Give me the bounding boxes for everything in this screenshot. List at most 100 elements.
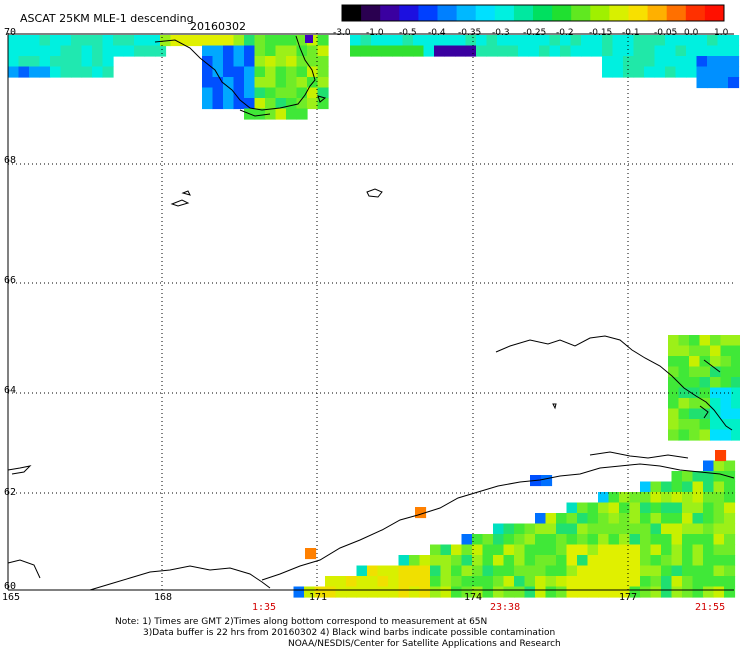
data-cell	[514, 586, 526, 598]
data-cell	[371, 35, 383, 47]
data-cell	[731, 366, 740, 378]
data-cell	[566, 513, 578, 525]
data-cell	[367, 586, 379, 598]
lat-label-66: 66	[4, 275, 17, 286]
data-cell	[703, 586, 715, 598]
coast-segment	[154, 35, 316, 111]
data-cell	[556, 586, 568, 598]
data-cell	[317, 35, 329, 47]
data-cell	[703, 544, 715, 556]
data-cell	[587, 523, 599, 535]
data-cell	[724, 523, 736, 535]
data-cell	[661, 513, 673, 525]
data-cell	[650, 492, 662, 504]
data-cell	[713, 481, 725, 493]
data-cell	[587, 586, 599, 598]
data-cell	[503, 555, 515, 567]
data-cell	[678, 366, 690, 378]
data-cell	[482, 544, 494, 556]
data-cell	[640, 576, 652, 588]
data-cell	[29, 45, 41, 57]
colorbar-label: -0.05	[654, 28, 678, 38]
data-cell	[423, 35, 435, 47]
data-cell	[692, 544, 704, 556]
data-cell	[556, 534, 568, 546]
data-cell	[629, 513, 641, 525]
data-cell	[455, 35, 467, 47]
data-cell	[71, 45, 83, 57]
data-cell	[233, 77, 245, 89]
data-cell	[566, 586, 578, 598]
data-cell	[623, 35, 635, 47]
lat-label-68: 68	[4, 155, 17, 166]
data-cell	[682, 502, 694, 514]
data-cell	[731, 408, 740, 420]
data-cell	[665, 35, 677, 47]
data-cell	[598, 586, 610, 598]
data-cell	[545, 555, 557, 567]
data-cell	[60, 35, 72, 47]
data-cell	[325, 586, 337, 598]
data-cell	[212, 98, 224, 110]
data-cell	[60, 45, 72, 57]
data-cell	[254, 87, 266, 99]
data-cell	[497, 45, 509, 57]
colorbar-label: -0.4	[428, 28, 446, 38]
data-cell	[671, 586, 683, 598]
data-cell	[696, 45, 708, 57]
data-cell	[682, 481, 694, 493]
data-cell	[254, 35, 266, 47]
data-cell	[507, 45, 519, 57]
data-cell	[587, 565, 599, 577]
data-cell	[671, 544, 683, 556]
data-cell	[661, 576, 673, 588]
data-cell	[665, 45, 677, 57]
data-cell	[731, 387, 740, 399]
data-cell	[587, 502, 599, 514]
data-cell	[696, 66, 708, 78]
data-cell	[720, 419, 732, 431]
data-cell	[560, 35, 572, 47]
data-cell	[728, 77, 740, 89]
data-cell	[254, 98, 266, 110]
data-cell	[570, 45, 582, 57]
colorbar-label: -0.2	[556, 28, 574, 38]
data-cell	[686, 56, 698, 68]
data-cell	[703, 576, 715, 588]
data-cell	[608, 513, 620, 525]
data-cell	[640, 544, 652, 556]
data-cell	[102, 45, 114, 57]
data-cell	[545, 576, 557, 588]
data-cell	[608, 576, 620, 588]
data-cell	[587, 555, 599, 567]
data-cell	[724, 513, 736, 525]
data-cell	[535, 576, 547, 588]
data-cell	[692, 513, 704, 525]
data-cell	[692, 586, 704, 598]
data-cell	[202, 35, 214, 47]
data-cell	[377, 576, 389, 588]
data-cell	[472, 534, 484, 546]
data-cell	[650, 576, 662, 588]
data-cell	[514, 523, 526, 535]
data-cell	[524, 523, 536, 535]
data-cell	[451, 544, 463, 556]
data-cell	[549, 35, 561, 47]
data-cell	[591, 45, 603, 57]
data-cell	[254, 45, 266, 57]
data-cell	[29, 56, 41, 68]
lat-lon-grid	[7, 33, 734, 591]
data-cell	[545, 586, 557, 598]
data-cell	[629, 576, 641, 588]
data-cell	[202, 98, 214, 110]
data-cell	[223, 66, 235, 78]
data-cell	[254, 108, 266, 120]
data-cell	[202, 45, 214, 57]
data-cell	[461, 555, 473, 567]
colorbar-label: -0.5	[399, 28, 417, 38]
data-cell	[503, 576, 515, 588]
data-cell	[514, 534, 526, 546]
data-cell	[476, 45, 488, 57]
data-cell	[455, 45, 467, 57]
data-cell	[668, 356, 680, 368]
